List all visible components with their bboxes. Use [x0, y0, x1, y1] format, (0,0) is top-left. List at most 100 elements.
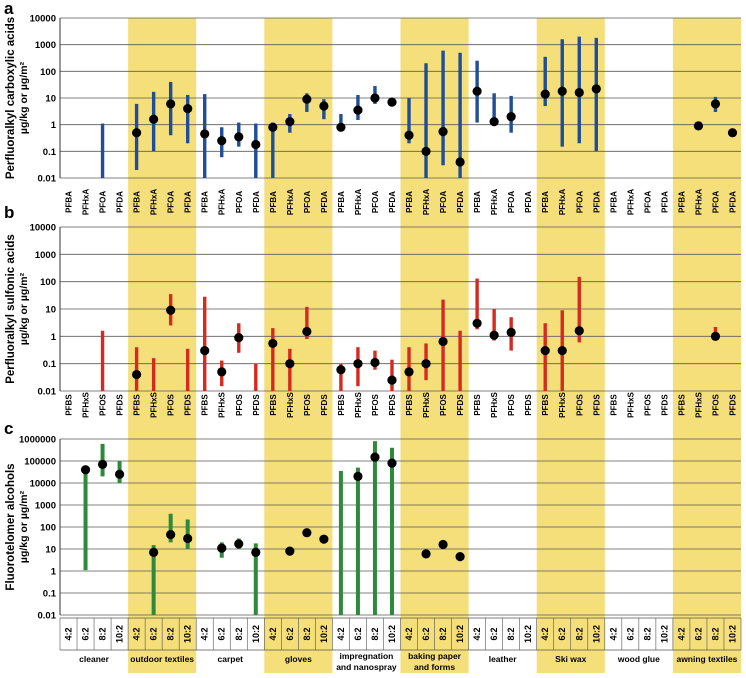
x-tick-label: PFOS — [711, 393, 720, 415]
x-tick-label: PFOS — [507, 393, 516, 415]
median-point — [557, 86, 567, 96]
median-point — [710, 331, 721, 341]
y-tick-label: 100000 — [24, 457, 56, 468]
x-tick-label: PFOA — [507, 191, 516, 213]
median-point — [727, 128, 738, 138]
x-tick-label: PFOA — [711, 191, 720, 213]
x-tick-label: PFBS — [133, 394, 142, 416]
x-tick-label: PFHxS — [422, 391, 431, 417]
x-tick-label: 6:2 — [353, 627, 363, 640]
x-tick-label: PFDS — [320, 394, 329, 416]
x-tick-label: PFBA — [609, 191, 618, 213]
y-axis-unit: µg/kg or µg/m² — [18, 490, 30, 563]
median-point — [693, 121, 704, 131]
x-tick-label: PFOS — [575, 393, 584, 415]
x-tick-label: PFDA — [388, 191, 397, 213]
panel-letter: a — [4, 0, 14, 18]
x-tick-label: 10:2 — [319, 625, 329, 643]
median-point — [506, 112, 516, 122]
y-tick-label: 0.1 — [43, 147, 57, 158]
median-point — [540, 89, 550, 99]
x-tick-label: 10:2 — [591, 625, 601, 643]
x-tick-label: 6:2 — [489, 627, 499, 640]
median-point — [506, 327, 516, 337]
panel-c: 1000000 100000 10000 1000 100 10 1 0.1 0.01 c Fluo… — [4, 419, 742, 651]
x-tick-label: PFHxA — [694, 189, 703, 215]
x-tick-label: 10:2 — [115, 625, 125, 643]
median-point — [166, 305, 176, 315]
x-tick-label: 8:2 — [370, 627, 380, 640]
median-point — [370, 357, 380, 368]
x-tick-label: 8:2 — [438, 627, 448, 640]
panel-b: 10000 1000 100 10 1 0.1 0.01 b Perfluoralkyl sul… — [4, 203, 741, 418]
y-tick-label: 1 — [51, 567, 57, 578]
highlight-band — [400, 18, 469, 673]
y-tick-label: 0.01 — [38, 611, 57, 622]
x-tick-label: PFDA — [184, 191, 193, 213]
median-point — [438, 336, 448, 347]
x-tick-label: PFDS — [388, 394, 397, 416]
y-tick-label: 0.01 — [38, 174, 57, 185]
x-tick-label: PFBA — [677, 191, 686, 213]
median-point — [353, 359, 363, 369]
median-point — [149, 114, 159, 124]
median-point — [200, 346, 210, 356]
x-tick-label: PFDS — [184, 394, 193, 416]
median-point — [183, 533, 193, 544]
category-label: and forms — [414, 662, 455, 672]
highlight-band — [672, 18, 741, 673]
median-point — [234, 332, 244, 343]
median-point — [710, 99, 721, 109]
median-point — [217, 543, 227, 553]
median-point — [574, 87, 584, 98]
x-tick-label: PFOS — [439, 393, 448, 415]
x-tick-label: PFBA — [201, 191, 210, 213]
x-tick-label: 8:2 — [574, 627, 584, 640]
x-tick-label: 8:2 — [642, 627, 652, 640]
y-tick-label: 1000000 — [19, 435, 56, 446]
x-tick-label: PFBS — [269, 394, 278, 416]
median-point — [149, 547, 159, 558]
x-tick-label: PFBS — [201, 394, 210, 416]
x-tick-label: PFBS — [65, 394, 74, 416]
x-tick-label: PFHxS — [286, 391, 295, 417]
x-tick-label: PFBS — [473, 394, 482, 416]
x-tick-label: PFOA — [371, 191, 380, 213]
x-tick-label: 4:2 — [132, 627, 142, 640]
y-tick-label: 0.1 — [43, 359, 57, 370]
panel-letter: b — [4, 203, 14, 222]
y-tick-label: 10 — [45, 305, 56, 316]
x-tick-label: PFBA — [65, 191, 74, 213]
median-point — [302, 326, 312, 337]
median-point — [251, 139, 261, 150]
category-label: cleaner — [79, 654, 109, 664]
x-tick-label: PFDA — [728, 191, 737, 213]
x-tick-label: PFHxA — [490, 189, 499, 215]
median-point — [472, 86, 482, 96]
x-tick-label: 10:2 — [523, 625, 533, 643]
median-point — [421, 146, 431, 156]
x-tick-label: 4:2 — [540, 627, 550, 640]
x-tick-label: PFBA — [133, 191, 142, 213]
median-point — [285, 117, 295, 127]
x-tick-label: 4:2 — [336, 627, 346, 640]
x-tick-label: PFOS — [371, 393, 380, 415]
y-tick-label: 100 — [40, 67, 56, 78]
category-label: impregnation — [340, 651, 394, 661]
median-point — [353, 105, 363, 115]
median-point — [80, 465, 91, 475]
x-tick-label: PFDA — [592, 191, 601, 213]
y-tick-label: 10000 — [30, 14, 56, 25]
median-point — [251, 547, 261, 558]
x-tick-label: PFHxS — [558, 391, 567, 417]
x-tick-label: PFOS — [643, 393, 652, 415]
x-tick-label: PFDA — [660, 191, 669, 213]
x-tick-label: PFHxA — [286, 189, 295, 215]
median-point — [200, 129, 210, 139]
median-point — [574, 326, 584, 336]
y-axis-label: Perfluoralkyl carboxylic acids — [5, 17, 17, 179]
x-tick-label: PFOA — [99, 191, 108, 213]
x-tick-label: PFHxA — [82, 189, 91, 215]
